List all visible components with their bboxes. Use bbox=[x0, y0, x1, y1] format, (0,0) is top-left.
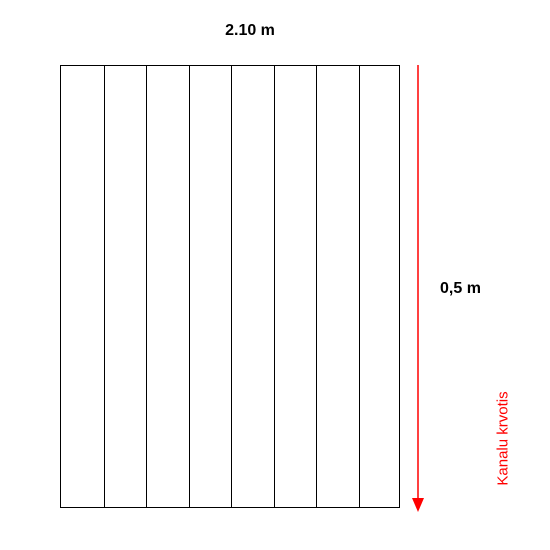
width-label: 2.10 m bbox=[200, 22, 300, 40]
column-divider bbox=[231, 66, 232, 507]
column-divider bbox=[189, 66, 190, 507]
direction-arrow bbox=[408, 65, 428, 512]
column-divider bbox=[359, 66, 360, 507]
direction-label: Kanalu krvotis bbox=[495, 391, 512, 485]
column-divider bbox=[274, 66, 275, 507]
column-divider bbox=[316, 66, 317, 507]
diagram-canvas: 2.10 m 0,5 m Kanalu krvotis bbox=[0, 0, 550, 550]
column-divider bbox=[146, 66, 147, 507]
height-label: 0,5 m bbox=[440, 280, 481, 298]
panel-rect bbox=[60, 65, 400, 508]
column-divider bbox=[104, 66, 105, 507]
